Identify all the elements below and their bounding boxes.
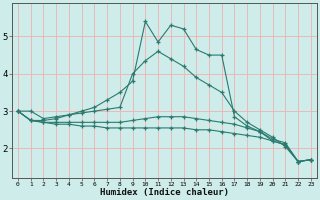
X-axis label: Humidex (Indice chaleur): Humidex (Indice chaleur) bbox=[100, 188, 229, 197]
